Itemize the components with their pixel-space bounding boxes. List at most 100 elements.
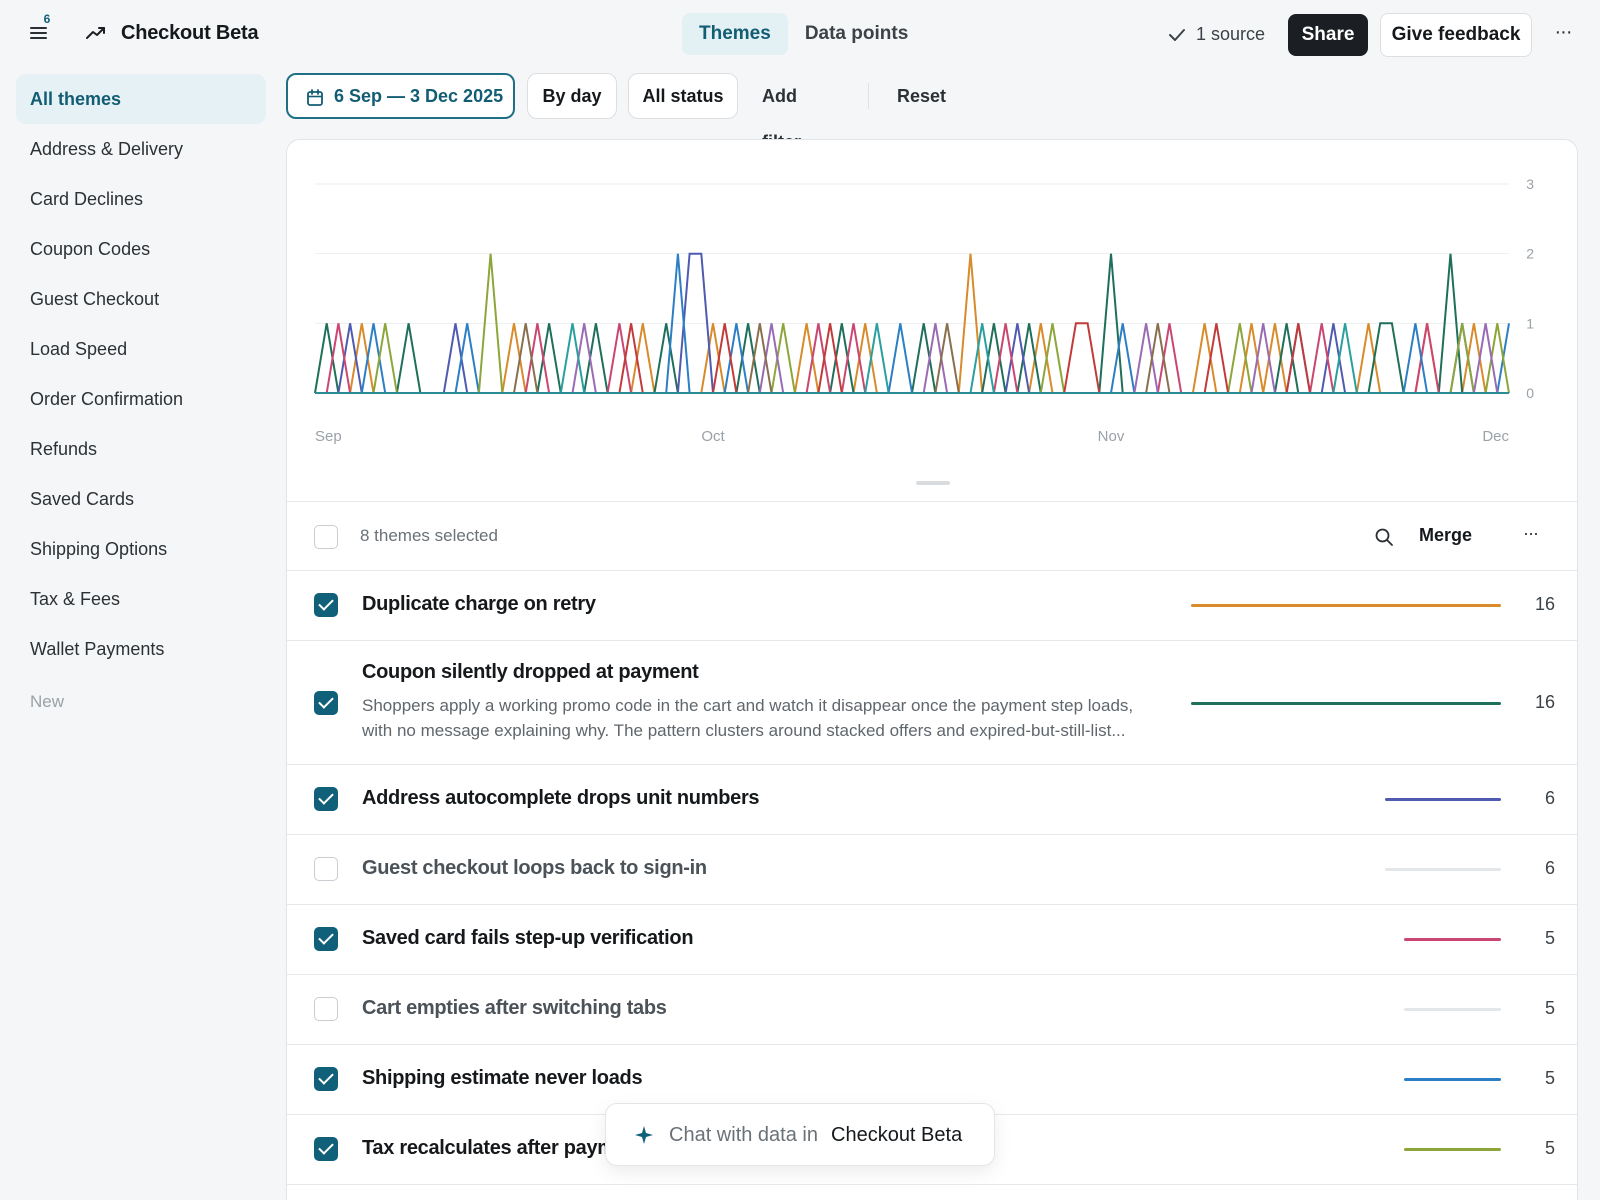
source-status-label: 1 source xyxy=(1196,24,1266,44)
chart-series-line xyxy=(315,323,1509,394)
theme-count: 5 xyxy=(1544,1068,1555,1088)
sidebar-item-load-speed[interactable]: Load Speed xyxy=(30,339,128,359)
theme-row[interactable]: Guest checkout loops back to sign-in 6 xyxy=(287,835,1577,905)
y-tick-label: 2 xyxy=(1526,246,1534,262)
theme-count: 16 xyxy=(1534,692,1555,712)
granularity-select[interactable]: By day xyxy=(527,73,617,119)
filter-divider xyxy=(868,83,869,109)
x-tick-label: Sep xyxy=(315,428,342,445)
theme-row[interactable]: Coupon silently dropped at payment Shoppe… xyxy=(287,641,1577,765)
theme-checkbox[interactable] xyxy=(314,691,338,715)
theme-checkbox[interactable] xyxy=(314,927,338,951)
themes-trend-chart: 0 1 2 3 Sep Oct Nov Dec xyxy=(287,140,1577,500)
theme-title: Cart empties after switching tabs xyxy=(362,997,667,1019)
menu-icon[interactable] xyxy=(28,22,50,42)
add-filter-button[interactable]: Add filter xyxy=(762,86,801,152)
tab-data-points[interactable]: Data points xyxy=(804,23,909,44)
date-range-picker[interactable]: 6 Sep — 3 Dec 2025 xyxy=(286,73,515,119)
view-tabs: Themes Data points xyxy=(682,13,925,55)
theme-title: Tax recalculates after payment xyxy=(362,1137,644,1159)
theme-count: 5 xyxy=(1544,928,1555,948)
selected-count: 8 themes selected xyxy=(360,526,498,545)
calendar-icon xyxy=(307,89,323,106)
list-more-icon[interactable]: ··· xyxy=(1523,523,1539,543)
list-toolbar: 8 themes selected Merge ··· xyxy=(287,501,1577,571)
sidebar-item-wallet-payments[interactable]: Wallet Payments xyxy=(30,639,165,659)
theme-row[interactable]: Cart empties after switching tabs 5 xyxy=(287,975,1577,1045)
date-range-label: 6 Sep — 3 Dec 2025 xyxy=(334,86,504,106)
theme-count: 5 xyxy=(1544,1138,1555,1158)
theme-volume-bar xyxy=(1404,1078,1501,1081)
source-status[interactable]: 1 source xyxy=(1168,24,1265,45)
theme-volume-bar xyxy=(1191,604,1501,607)
sidebar-item-tax-fees[interactable]: Tax & Fees xyxy=(30,589,121,609)
x-tick-label: Oct xyxy=(701,428,725,445)
chart-canvas: 0 1 2 3 Sep Oct Nov Dec xyxy=(314,176,1534,445)
sidebar-item-order-confirmation[interactable]: Order Confirmation xyxy=(30,389,184,409)
sidebar-item-guest-checkout[interactable]: Guest Checkout xyxy=(30,289,160,309)
y-tick-label: 0 xyxy=(1526,385,1534,401)
chat-target: Checkout Beta xyxy=(831,1124,963,1146)
theme-title: Guest checkout loops back to sign-in xyxy=(362,857,707,879)
theme-checkbox[interactable] xyxy=(314,1137,338,1161)
search-icon[interactable] xyxy=(1373,526,1395,548)
sparkle-icon xyxy=(635,1126,653,1144)
themes-card: 0 1 2 3 Sep Oct Nov Dec 8 themes selected Merge… xyxy=(286,139,1578,1200)
theme-title: Saved card fails step-up verification xyxy=(362,927,694,949)
trend-icon xyxy=(86,27,105,39)
theme-row[interactable]: Tax recalculates after payment 5 xyxy=(287,1115,1577,1185)
sidebar-new-theme[interactable]: New xyxy=(30,692,65,711)
chart-series-line xyxy=(315,323,1509,394)
theme-description: Shoppers apply a working promo code in t… xyxy=(362,696,1134,740)
theme-row[interactable]: Saved card fails step-up verification 5 xyxy=(287,905,1577,975)
chat-prefix: Chat with data in xyxy=(669,1124,818,1146)
chart-series-line xyxy=(315,323,1509,394)
sidebar-item-coupon-codes[interactable]: Coupon Codes xyxy=(30,239,151,259)
sidebar-item-shipping-options[interactable]: Shipping Options xyxy=(30,539,168,559)
theme-volume-bar xyxy=(1385,868,1501,871)
app-title: Checkout Beta xyxy=(121,22,259,44)
x-tick-label: Nov xyxy=(1098,428,1125,445)
theme-title: Coupon silently dropped at payment xyxy=(362,661,699,683)
theme-checkbox[interactable] xyxy=(314,997,338,1021)
theme-row[interactable]: Address autocomplete drops unit numbers 6 xyxy=(287,765,1577,835)
theme-title: Shipping estimate never loads xyxy=(362,1067,643,1089)
status-filter[interactable]: All status xyxy=(628,73,738,119)
theme-title: Duplicate charge on retry xyxy=(362,593,596,615)
theme-checkbox[interactable] xyxy=(314,787,338,811)
select-all-checkbox[interactable] xyxy=(314,525,338,549)
sidebar-item-saved-cards[interactable]: Saved Cards xyxy=(30,489,135,509)
tab-themes[interactable]: Themes xyxy=(682,13,788,55)
theme-checkbox[interactable] xyxy=(314,1067,338,1091)
sidebar: All themes Address & Delivery Card Decli… xyxy=(16,74,266,722)
sidebar-item-refunds[interactable]: Refunds xyxy=(30,439,98,459)
y-tick-label: 1 xyxy=(1526,315,1534,331)
theme-count: 6 xyxy=(1544,858,1555,878)
theme-volume-bar xyxy=(1191,702,1501,705)
theme-count: 5 xyxy=(1544,998,1555,1018)
reset-button[interactable]: Reset xyxy=(897,86,947,106)
sidebar-item-all-themes[interactable]: All themes xyxy=(16,74,266,124)
theme-title: Address autocomplete drops unit numbers xyxy=(362,787,760,809)
give-feedback-button[interactable]: Give feedback xyxy=(1380,13,1532,57)
more-horizontal-icon[interactable]: ··· xyxy=(1554,21,1573,43)
share-button[interactable]: Share xyxy=(1288,14,1368,56)
sidebar-item-card-declines[interactable]: Card Declines xyxy=(30,189,144,209)
sidebar-item-address-delivery[interactable]: Address & Delivery xyxy=(30,139,184,159)
theme-volume-bar xyxy=(1385,798,1501,801)
chart-series-line xyxy=(315,323,1509,394)
chat-with-data-button[interactable]: Chat with data in Checkout Beta xyxy=(605,1103,995,1166)
theme-checkbox[interactable] xyxy=(314,857,338,881)
merge-button[interactable]: Merge xyxy=(1419,525,1473,545)
theme-volume-bar xyxy=(1404,1008,1501,1011)
top-bar: 6 Checkout Beta Themes Data points 1 sou… xyxy=(0,0,1600,70)
theme-volume-bar xyxy=(1404,1148,1501,1151)
theme-checkbox[interactable] xyxy=(314,593,338,617)
y-tick-label: 3 xyxy=(1526,176,1534,192)
chart-resize-handle[interactable] xyxy=(916,481,950,485)
check-icon xyxy=(1169,28,1185,41)
theme-count: 16 xyxy=(1534,594,1555,614)
theme-row[interactable]: Duplicate charge on retry 16 xyxy=(287,571,1577,641)
theme-count: 6 xyxy=(1544,788,1555,808)
notification-badge: 6 xyxy=(36,11,58,27)
